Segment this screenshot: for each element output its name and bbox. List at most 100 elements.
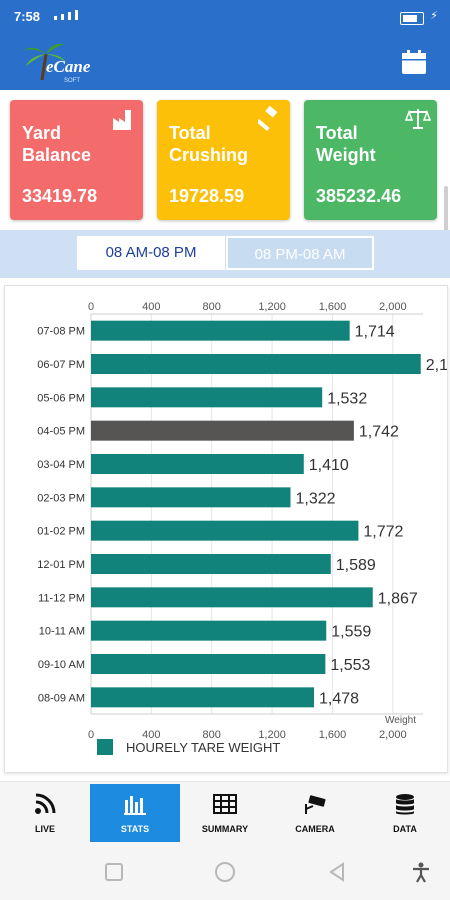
card-label: Total Weight (316, 123, 376, 165)
recents-icon[interactable] (103, 861, 125, 883)
bar (91, 487, 291, 508)
total-crushing-card[interactable]: Total Crushing 19728.59 (157, 100, 290, 220)
card-value: 385232.46 (316, 186, 402, 206)
legend-swatch (97, 739, 113, 755)
nav-label: SUMMARY (201, 824, 249, 834)
category-label: 07-08 PM (37, 326, 85, 338)
factory-icon (113, 110, 131, 130)
category-label: 09-10 AM (38, 659, 85, 671)
data-label: 1,772 (363, 524, 403, 541)
nav-camera[interactable]: CAMERA (270, 784, 360, 842)
back-icon[interactable] (326, 861, 348, 883)
cctv-icon (305, 795, 326, 814)
data-label: 1,867 (378, 590, 418, 607)
data-label: 2,185 (426, 357, 447, 374)
scale-icon (405, 109, 431, 129)
x-tick-label-top: 1,600 (319, 301, 347, 313)
ecane-logo: eCane SOFT (24, 43, 91, 84)
category-label: 11-12 PM (38, 592, 85, 604)
category-label: 02-03 PM (37, 492, 85, 504)
card-value: 19728.59 (169, 186, 245, 206)
table-icon (213, 794, 237, 814)
data-label: 1,559 (331, 624, 371, 641)
bar (91, 620, 327, 641)
data-label: 1,322 (296, 490, 336, 507)
bar (91, 554, 331, 574)
summary-cards: Yard Balance 33419.78 Total Crushing 197… (0, 90, 450, 262)
bar (91, 387, 323, 408)
total-weight-card[interactable]: Total Weight 385232.46 (304, 100, 437, 220)
category-label: 06-07 PM (37, 359, 85, 371)
battery-icon (400, 12, 424, 25)
database-icon (396, 794, 414, 815)
data-label: 1,589 (336, 557, 376, 574)
nav-stats[interactable]: STATS (90, 784, 180, 842)
card-label: Yard Balance (22, 123, 92, 165)
x-tick-label-bottom: 1,200 (258, 729, 286, 741)
bar (91, 654, 326, 674)
x-tick-label-bottom: 2,000 (379, 729, 407, 741)
yard-balance-card[interactable]: Yard Balance 33419.78 (10, 100, 143, 220)
calendar-icon[interactable] (400, 48, 428, 76)
hourly-weight-chart: 0 0 400 400 800 800 1,200 1,200 1,600 1,600 2,000 2… (37, 301, 447, 755)
nav-live[interactable]: LIVE (0, 784, 90, 842)
system-nav-bar (0, 843, 450, 900)
bar (91, 354, 421, 374)
category-label: 08-09 AM (38, 692, 85, 704)
category-label: 05-06 PM (37, 392, 85, 404)
category-label: 01-02 PM (37, 526, 85, 538)
nav-label: CAMERA (295, 824, 335, 834)
x-tick-label-bottom: 1,600 (319, 729, 347, 741)
nav-data[interactable]: DATA (360, 784, 450, 842)
nav-label: LIVE (34, 824, 55, 834)
nav-label: DATA (393, 824, 417, 834)
x-tick-label-bottom: 0 (88, 729, 94, 741)
gavel-icon (258, 106, 278, 132)
x-tick-label-bottom: 800 (203, 729, 221, 741)
svg-text:SOFT: SOFT (64, 78, 80, 84)
tab-day-shift[interactable]: 08 AM-08 PM (77, 236, 225, 270)
svg-text:eCane: eCane (46, 57, 91, 76)
category-label: 12-01 PM (37, 559, 85, 571)
data-label: 1,532 (327, 390, 367, 407)
bottom-nav: LIVE STATS SUMMARY CAMERA (0, 781, 450, 844)
card-label: Total Crushing (169, 123, 248, 165)
bar (91, 520, 359, 541)
x-tick-label-top: 0 (88, 301, 94, 313)
data-label: 1,410 (309, 457, 349, 474)
category-label: 04-05 PM (37, 426, 85, 438)
data-label: 1,553 (330, 657, 370, 674)
bar (91, 687, 315, 708)
x-tick-label-top: 1,200 (258, 301, 286, 313)
x-tick-label-top: 800 (203, 301, 221, 313)
hourly-weight-chart-card: 0 0 400 400 800 800 1,200 1,200 1,600 1,600 2,000 2… (4, 285, 448, 773)
x-axis-title: Weight (385, 715, 416, 726)
bar (91, 420, 354, 441)
data-label: 1,742 (359, 424, 399, 441)
scrollbar-thumb[interactable] (444, 186, 448, 262)
category-label: 03-04 PM (37, 459, 85, 471)
home-icon[interactable] (214, 861, 236, 883)
rss-icon (35, 793, 56, 814)
legend-label: HOURELY TARE WEIGHT (126, 740, 280, 755)
category-label: 10-11 AM (39, 626, 85, 638)
bar (91, 320, 350, 341)
x-tick-label-top: 400 (142, 301, 160, 313)
charging-icon: ⚡ (430, 10, 438, 22)
bar (91, 587, 373, 608)
nav-label: STATS (120, 824, 150, 834)
accessibility-icon[interactable] (410, 861, 432, 883)
x-tick-label-bottom: 400 (142, 729, 160, 741)
bar-chart-icon (124, 796, 146, 815)
data-label: 1,478 (319, 690, 359, 707)
app-bar: eCane SOFT (0, 34, 450, 90)
bar (91, 454, 304, 474)
status-time: 7:58 (14, 9, 41, 24)
data-label: 1,714 (355, 324, 395, 341)
nav-summary[interactable]: SUMMARY (180, 784, 270, 842)
status-bar: 7:58 ⚡ (0, 0, 450, 34)
tab-night-shift[interactable]: 08 PM-08 AM (226, 236, 374, 270)
signal-icon (54, 10, 78, 20)
shift-tab-bar: 08 AM-08 PM 08 PM-08 AM (0, 230, 450, 278)
x-tick-label-top: 2,000 (379, 301, 407, 313)
